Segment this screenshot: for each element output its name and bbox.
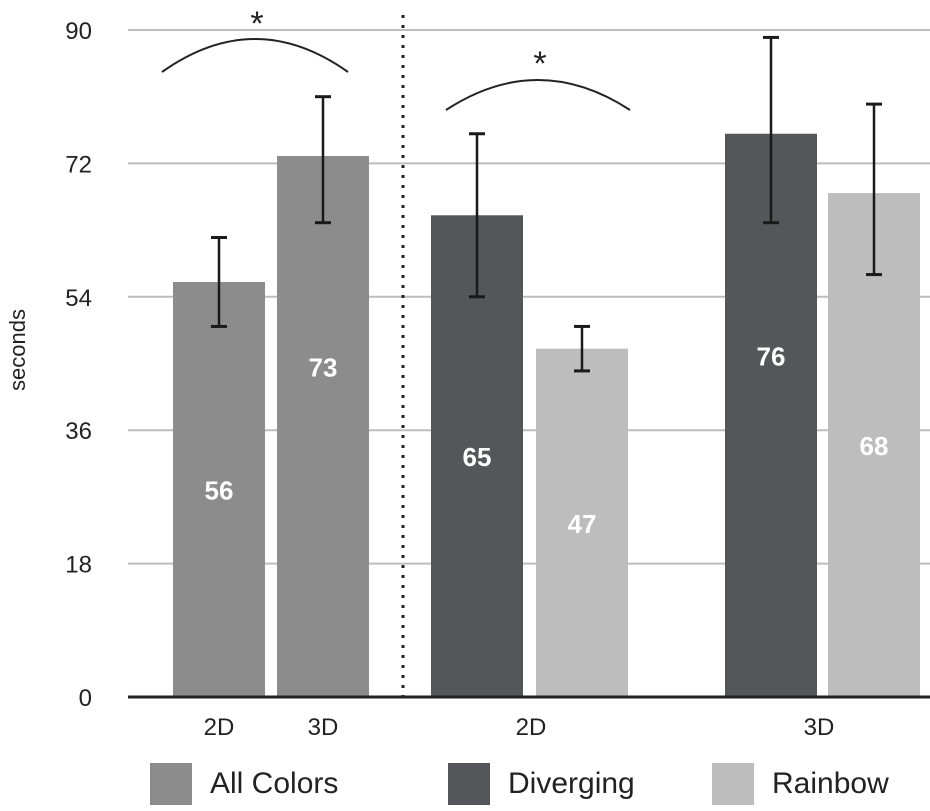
y-axis-ticks: 0 18 36 54 72 90 — [65, 18, 92, 712]
bar — [536, 348, 628, 697]
bar-value-label: 73 — [309, 352, 338, 382]
significance-bracket — [445, 79, 631, 111]
y-tick-label: 18 — [65, 552, 92, 579]
y-tick-label: 0 — [79, 685, 92, 712]
bar — [277, 155, 369, 697]
legend-label-diverging: Diverging — [508, 767, 635, 800]
significance-star: * — [250, 5, 263, 43]
legend-swatch-rainbow — [712, 763, 754, 805]
y-axis-label: seconds — [5, 309, 30, 391]
y-tick-label: 36 — [65, 418, 92, 445]
category-label: 2D — [516, 714, 547, 741]
legend-label-rainbow: Rainbow — [772, 767, 889, 800]
bar-value-label: 76 — [757, 341, 786, 371]
category-label: 2D — [204, 714, 235, 741]
legend-label-all-colors: All Colors — [210, 767, 339, 800]
legend-swatch-all-colors — [150, 763, 192, 805]
significance-star: * — [533, 45, 546, 83]
category-label: 3D — [804, 714, 835, 741]
category-label: 3D — [308, 714, 339, 741]
bars: 56 73 65 47 76 68 — [173, 133, 920, 698]
bar-chart: 0 18 36 54 72 90 seconds 56 73 65 47 76 68 2D 3D 2D 3… — [5, 5, 930, 741]
legend-swatch-diverging — [448, 763, 490, 805]
category-labels: 2D 3D 2D 3D — [204, 714, 835, 741]
legend-item-rainbow: Rainbow — [712, 760, 889, 808]
legend: All Colors Diverging Rainbow — [0, 760, 930, 810]
bar-value-label: 68 — [860, 431, 889, 461]
bar — [173, 281, 265, 697]
bar — [828, 193, 920, 698]
bar-value-label: 47 — [568, 509, 597, 539]
significance-brackets: ** — [161, 5, 631, 111]
bar — [725, 133, 817, 697]
bar-value-label: 65 — [463, 442, 492, 472]
y-tick-label: 90 — [65, 18, 92, 45]
y-tick-label: 72 — [65, 151, 92, 178]
error-bars — [211, 35, 882, 373]
bar-value-label: 56 — [205, 475, 234, 505]
significance-bracket — [161, 38, 349, 73]
legend-item-diverging: Diverging — [448, 760, 635, 808]
legend-item-all-colors: All Colors — [150, 760, 338, 808]
y-tick-label: 54 — [65, 285, 92, 312]
